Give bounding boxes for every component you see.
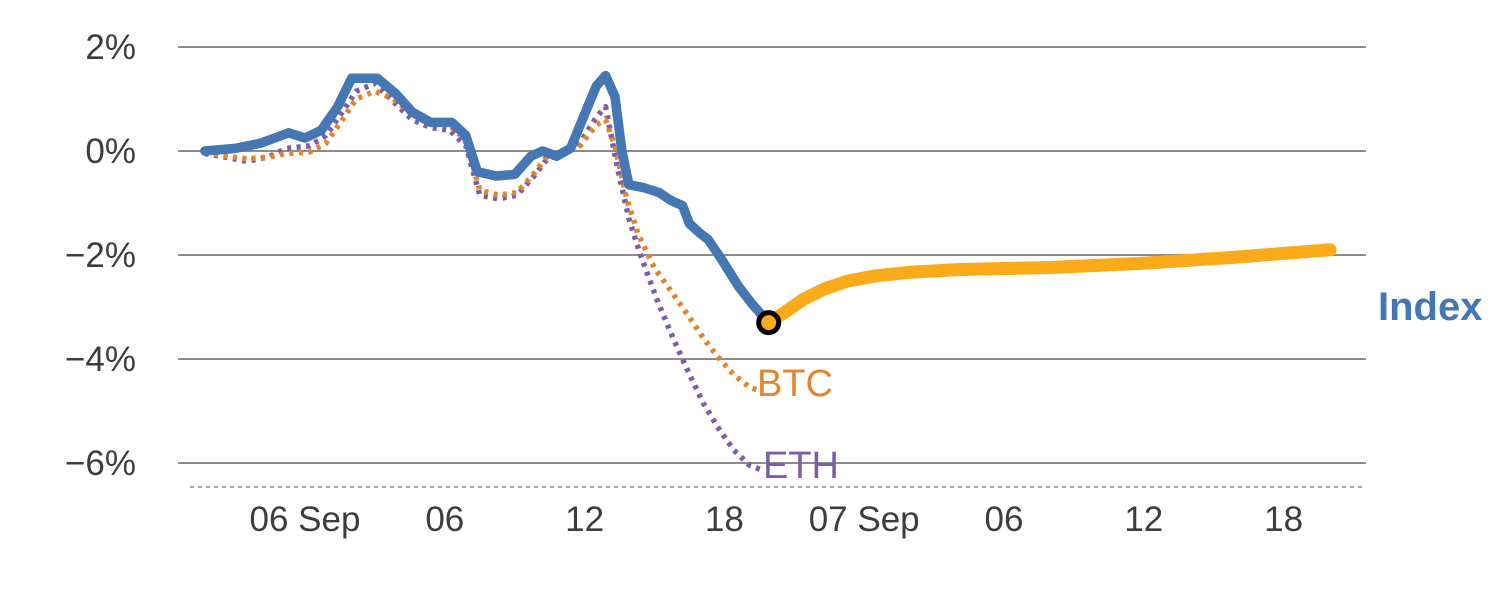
series-label-index: Index	[1378, 285, 1482, 329]
x-tick-label: 12	[565, 500, 604, 539]
x-tick-label: 06	[425, 500, 464, 539]
index-current-marker	[756, 310, 782, 336]
x-tick-label: 18	[1264, 500, 1303, 539]
x-tick-label: 06	[985, 500, 1024, 539]
series-label-eth: ETH	[763, 445, 839, 487]
y-tick-label: −4%	[65, 340, 136, 379]
x-tick-label: 07 Sep	[809, 500, 920, 539]
series-eth-path	[204, 80, 765, 474]
series-label-btc: BTC	[757, 363, 833, 405]
x-tick-label: 12	[1124, 500, 1163, 539]
x-tick-label: 06 Sep	[250, 500, 361, 539]
series-index-path	[200, 70, 774, 328]
x-tick-label: 18	[705, 500, 744, 539]
series-index-projection-path	[762, 243, 1337, 330]
y-tick-label: 0%	[85, 132, 136, 171]
y-tick-label: −2%	[65, 236, 136, 275]
y-tick-label: 2%	[85, 28, 136, 67]
y-tick-label: −6%	[65, 444, 136, 483]
